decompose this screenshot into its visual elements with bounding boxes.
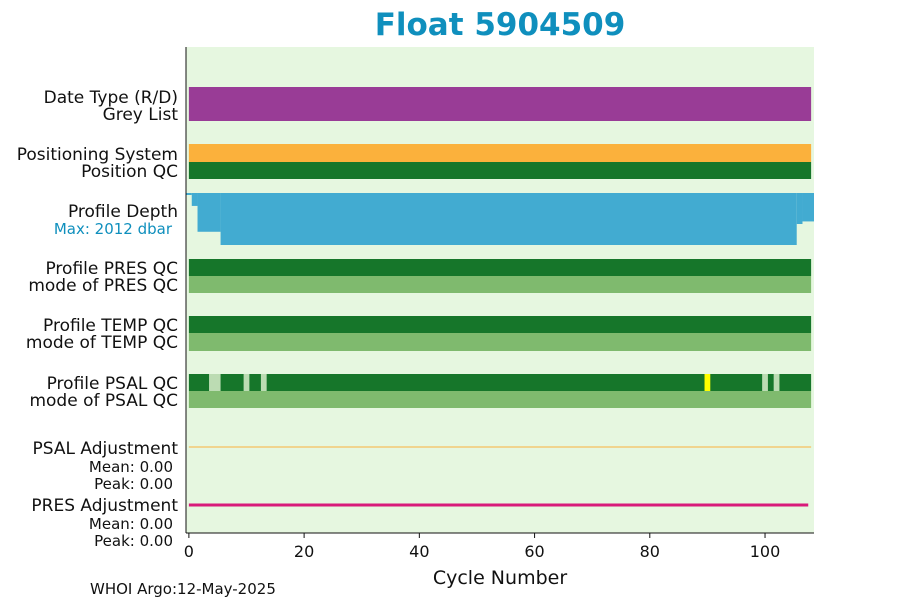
status-bars [188,87,812,408]
row-label-profile-temp-qc: Profile TEMP QC [43,316,178,336]
pres-adjustment-peak: Peak: 0.00 [94,532,173,550]
pres-adjustment-mean: Mean: 0.00 [89,515,173,533]
x-tick-label-80: 80 [640,542,660,561]
x-axis-ticks: 0 20 40 60 80 100 [184,533,781,561]
footer-credit: WHOI Argo:12-May-2025 [90,580,276,598]
row-label-profile-pres-qc: Profile PRES QC [45,259,178,279]
row-bar-0-0 [188,87,812,104]
row-label-mode-psal-qc: mode of PSAL QC [29,391,178,411]
psal-flag-1 [243,374,250,391]
row-bar-8-0 [188,374,812,391]
row-bar-6-0 [188,316,812,333]
row-label-profile-depth: Profile Depth [68,202,178,222]
depth-step-2 [197,193,221,232]
x-tick-label-0: 0 [184,542,194,561]
depth-step-0 [186,193,192,195]
row-label-position-qc: Position QC [81,162,178,182]
row-bar-4-0 [188,259,812,276]
x-tick-label-100: 100 [750,542,781,561]
row-label-date-type: Date Type (R/D) [44,88,178,108]
psal-adjustment-mean: Mean: 0.00 [89,458,173,476]
psal-flag-4 [762,374,768,391]
row-label-pres-adjustment: PRES Adjustment [31,496,178,516]
row-bar-5-0 [188,276,812,293]
x-tick-label-40: 40 [409,542,429,561]
profile-depth-max-label: Max: 2012 dbar [54,220,173,238]
row-bar-7-0 [188,333,812,351]
psal-adjustment-peak: Peak: 0.00 [94,475,173,493]
row-bar-3-0 [188,162,812,179]
x-tick-label-20: 20 [294,542,314,561]
row-label-mode-temp-qc: mode of TEMP QC [26,333,178,353]
row-bar-2-0 [188,144,812,162]
row-label-positioning-system: Positioning System [17,145,178,165]
psal-flag-2 [260,374,267,391]
depth-step-4 [796,193,803,225]
psal-flag-3 [704,374,711,391]
profile-depth-area [186,193,814,245]
psal-flag-0 [209,374,221,391]
row-bar-1-0 [188,104,812,121]
row-label-psal-adjustment: PSAL Adjustment [33,439,179,459]
row-label-profile-psal-qc: Profile PSAL QC [47,374,178,394]
depth-step-1 [191,193,198,206]
depth-step-3 [220,193,797,245]
adjustment-lines [188,446,812,507]
row-label-mode-pres-qc: mode of PRES QC [28,276,178,296]
x-axis-label: Cycle Number [433,567,567,589]
chart-title: Float 5904509 [375,7,626,43]
row-bar-9-0 [188,391,812,408]
row-label-grey-list: Grey List [103,105,179,125]
psal-flag-5 [773,374,780,391]
psal-qc-flags [209,374,780,391]
x-tick-label-60: 60 [524,542,544,561]
depth-step-5 [802,193,814,222]
